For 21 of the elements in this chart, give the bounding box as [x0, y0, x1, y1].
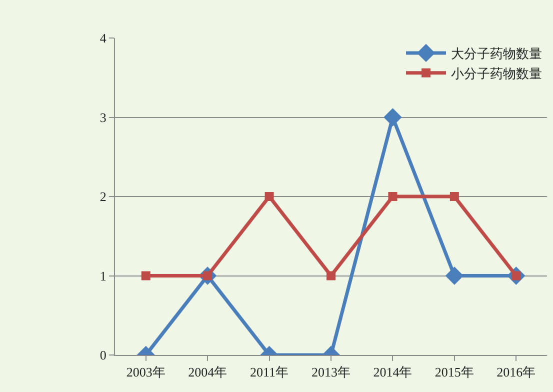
point — [384, 108, 402, 126]
x-tick-label: 2015年 — [434, 364, 474, 380]
x-tick-label: 2016年 — [496, 364, 536, 380]
y-tick-label: 0 — [100, 348, 106, 363]
x-tick-label: 2013年 — [312, 364, 350, 380]
point — [450, 192, 459, 201]
x-tick-label: 2011年 — [250, 364, 289, 380]
legend-label: 小分子药物数量 — [451, 66, 542, 82]
point — [141, 271, 150, 280]
point — [326, 271, 336, 280]
x-tick-label: 2014年 — [373, 364, 412, 380]
x-tick-label: 2004年 — [188, 364, 228, 380]
point — [264, 192, 274, 201]
x-tick-label: 2003年 — [126, 364, 166, 380]
point — [388, 192, 398, 201]
legend-label: 大分子药物数量 — [451, 47, 542, 62]
y-tick-label: 4 — [100, 30, 107, 46]
y-tick-label: 2 — [100, 189, 106, 204]
y-tick-label: 1 — [100, 268, 106, 284]
y-tick-label: 3 — [100, 110, 106, 125]
point — [445, 266, 464, 285]
